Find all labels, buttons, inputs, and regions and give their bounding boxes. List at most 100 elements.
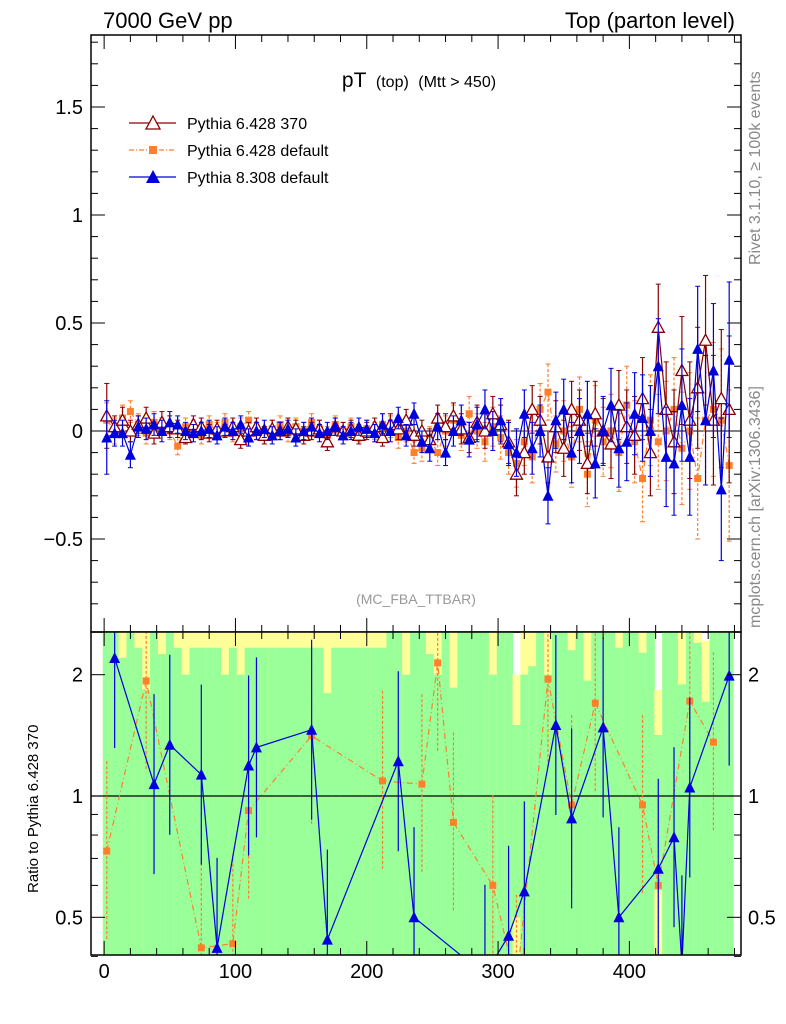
ratio-band-1sigma <box>236 674 246 955</box>
main-title-main: pT <box>342 69 367 92</box>
ratio-point-p6-default <box>434 659 442 667</box>
main-title-cut: (Mtt > 450) <box>418 74 496 91</box>
header-left-title: 7000 GeV pp <box>103 8 233 33</box>
ratio-band-1sigma <box>591 632 600 955</box>
ratio-band-1sigma <box>173 647 183 955</box>
ratio-band-1sigma <box>425 654 435 955</box>
ratio-y-tick-label-right: 1 <box>748 786 759 808</box>
legend-marker-p6-370 <box>144 114 162 130</box>
ratio-series-p8-default <box>109 632 735 955</box>
data-point-p6-default <box>654 438 662 446</box>
data-point-p8-default <box>629 407 641 419</box>
ratio-band-1sigma <box>544 674 553 955</box>
ratio-band-1sigma <box>481 632 490 955</box>
ratio-band-1sigma <box>134 647 143 955</box>
data-point-p6-370 <box>603 436 619 450</box>
ratio-band-1sigma <box>630 632 640 955</box>
ratio-band-1sigma <box>528 666 537 955</box>
ratio-point-p6-default <box>709 738 717 746</box>
data-point-p6-370 <box>525 402 540 416</box>
ratio-band-1sigma <box>496 632 506 955</box>
ratio-band-1sigma <box>291 647 301 955</box>
data-point-p8-default <box>637 412 649 424</box>
ratio-band-1sigma <box>181 674 190 955</box>
data-point-p8-default <box>400 429 412 441</box>
ratio-panel: 0.5 0.5 1 1 2 2 0 100 200 300 400 Ratio to Pythia … <box>25 631 776 983</box>
data-point-p8-default <box>369 427 381 439</box>
ratio-band-1sigma <box>457 632 466 955</box>
data-point-p8-default <box>306 420 318 432</box>
ratio-band-1sigma <box>260 647 269 955</box>
data-point-p8-default <box>700 414 712 426</box>
ratio-band-1sigma <box>646 632 655 955</box>
data-point-p8-default <box>377 418 389 430</box>
main-axis-ticks: −0.5 0 0.5 1 1.5 <box>44 35 741 632</box>
data-point-p6-370 <box>564 402 579 416</box>
data-point-p6-default <box>434 449 442 457</box>
data-point-p8-default <box>282 422 294 434</box>
ratio-point-p8-default <box>148 778 160 790</box>
data-point-p8-default <box>668 457 680 469</box>
ratio-band-1sigma <box>347 647 356 955</box>
ratio-axis-ticks: 0.5 0.5 1 1 2 2 0 100 200 300 400 <box>55 632 776 983</box>
data-point-p6-default <box>245 416 253 424</box>
ratio-point-p8-default <box>321 933 333 945</box>
ratio-band-1sigma <box>126 632 135 955</box>
data-point-p8-default <box>534 425 546 436</box>
ratio-band-1sigma <box>693 642 703 955</box>
legend-entry-p6-default: Pythia 6.428 default <box>129 143 329 160</box>
ratio-point-p8-default <box>392 755 404 767</box>
data-point-p6-370 <box>320 434 335 448</box>
source-text: mcplots.cern.ch [arXiv:1306.3436] <box>747 386 764 628</box>
data-point-p8-default <box>613 442 625 454</box>
y-tick-label: 0.5 <box>55 313 83 335</box>
data-point-p8-default <box>432 420 444 432</box>
data-point-p6-default <box>465 410 473 418</box>
legend-label-p6-default: Pythia 6.428 default <box>187 143 329 160</box>
data-point-p6-default <box>639 475 647 483</box>
ratio-band-1sigma <box>614 647 624 955</box>
ratio-point-p8-default <box>566 812 578 824</box>
ratio-y-tick-label: 1 <box>72 786 83 808</box>
ratio-band-1sigma <box>638 652 647 955</box>
ratio-band-1sigma <box>536 632 545 955</box>
ratio-band-1sigma <box>441 632 450 955</box>
data-point-p8-default <box>660 450 672 462</box>
ratio-series-layer <box>103 632 735 955</box>
ratio-uncertainty-bands <box>102 632 734 955</box>
ratio-point-p8-default <box>613 911 625 923</box>
main-series-layer <box>99 274 737 562</box>
data-point-p6-370 <box>540 449 556 463</box>
data-point-p8-default <box>550 414 562 426</box>
data-point-p8-default <box>337 429 349 441</box>
ratio-band-1sigma <box>433 674 443 955</box>
data-point-p8-default <box>203 422 215 434</box>
ratio-point-p8-default <box>652 862 664 874</box>
ratio-point-p6-default <box>449 818 457 826</box>
data-point-p8-default <box>345 425 357 436</box>
data-point-p8-default <box>384 425 396 436</box>
data-point-p8-default <box>109 427 121 439</box>
data-point-p8-default <box>589 457 601 469</box>
series-p8-default <box>101 281 735 562</box>
ratio-band-1sigma <box>110 632 120 955</box>
ratio-y-tick-label: 2 <box>72 665 83 687</box>
data-point-p8-default <box>447 425 459 436</box>
data-point-p6-370 <box>588 406 603 420</box>
data-point-p6-370 <box>477 423 493 437</box>
ratio-y-axis-label: Ratio to Pythia 6.428 370 <box>25 725 42 893</box>
data-point-p8-default <box>684 450 696 462</box>
ratio-band-1sigma <box>575 632 584 955</box>
legend: Pythia 6.428 370 Pythia 6.428 default Py… <box>129 114 329 187</box>
data-point-p8-default <box>298 425 310 436</box>
data-point-p8-default <box>416 435 428 447</box>
ratio-point-p8-default <box>518 885 530 897</box>
ratio-point-p8-default <box>195 768 207 780</box>
ratio-band-1sigma <box>417 632 427 955</box>
data-point-p8-default <box>573 425 585 436</box>
data-point-p8-default <box>542 489 554 501</box>
ratio-band-1sigma <box>583 680 592 955</box>
data-point-p8-default <box>243 431 255 443</box>
data-point-p8-default <box>172 418 184 430</box>
y-tick-label: 1 <box>72 205 83 227</box>
